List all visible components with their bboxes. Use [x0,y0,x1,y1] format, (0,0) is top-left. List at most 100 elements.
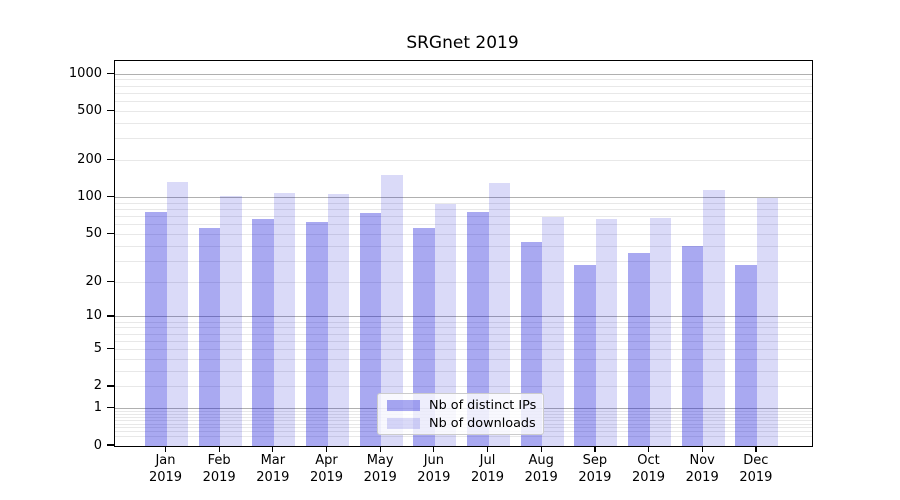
bar-distinct-ips [681,246,704,446]
bar-distinct-ips [198,227,221,446]
y-tick-mark [107,158,114,161]
bar-downloads [542,217,564,446]
bar-distinct-ips [145,212,167,446]
bar-downloads [220,196,242,446]
bar-distinct-ips [628,253,650,446]
y-tick-mark [107,444,114,446]
bar-downloads [327,194,349,446]
x-tick-mark [433,445,435,452]
gridline-minor [115,435,812,437]
gridline-minor [115,101,812,103]
x-tick-label: Dec 2019 [739,453,773,485]
x-tick-mark [594,445,596,452]
bar-distinct-ips [306,222,328,446]
gridline-minor [115,327,812,329]
bar-distinct-ips [735,264,757,446]
gridline-minor [115,260,812,262]
x-tick-mark [755,445,757,452]
x-tick-mark [272,445,274,452]
gridline-minor [115,321,812,323]
y-tick-label: 0 [93,437,102,453]
bar-distinct-ips [252,218,274,446]
x-tick-mark [540,445,542,452]
gridline-minor [115,160,812,162]
gridline-minor [115,333,812,335]
y-tick-mark [107,280,114,282]
legend-item-downloads: Nb of downloads [378,417,543,430]
x-tick-mark [325,445,328,452]
x-tick-label: Aug 2019 [524,453,558,485]
y-tick-label: 20 [85,273,102,289]
y-tick-label: 100 [77,189,102,205]
x-tick-mark [701,445,703,452]
y-tick-mark [107,109,114,112]
bar-downloads [488,182,511,446]
bar-downloads [273,192,296,446]
x-tick-label: Mar 2019 [256,453,290,485]
y-tick-label: 10 [85,308,102,324]
gridline-major [115,73,812,75]
y-tick-label: 200 [77,152,102,168]
gridline-minor [115,245,812,247]
y-tick-label: 1000 [68,65,102,81]
gridline-minor [115,122,812,124]
legend-item-distinct-ips: Nb of distinct IPs [378,399,543,412]
bar-distinct-ips [359,212,382,446]
gridline-minor [115,386,812,388]
gridline-minor [115,138,812,140]
bar-distinct-ips [413,228,435,446]
y-tick-label: 500 [77,102,102,118]
gridline-minor [115,92,812,94]
x-tick-mark [379,445,381,452]
bar-downloads [595,218,618,446]
y-tick-label: 2 [93,378,102,394]
bar-distinct-ips [574,264,596,446]
x-tick-mark [218,445,220,452]
gridline-minor [115,110,812,112]
gridline-minor [115,209,812,211]
gridline-major [115,316,812,318]
legend: Nb of distinct IPs Nb of downloads [377,393,544,435]
y-tick-label: 50 [85,225,102,241]
x-tick-label: Jul 2019 [470,453,505,485]
bar-downloads [166,182,188,446]
gridline-minor [115,233,812,235]
gridline-minor [115,349,812,351]
y-tick-label: 1 [93,400,102,416]
gridline-minor [115,358,812,360]
y-tick-mark [107,407,114,409]
x-tick-label: Apr 2019 [309,453,344,485]
gridline-minor [115,79,812,81]
bar-downloads [703,190,725,446]
plot-area [114,60,813,447]
legend-label-distinct-ips: Nb of distinct IPs [429,397,537,413]
bar-downloads [434,204,457,446]
bar-downloads [381,174,403,446]
x-tick-mark [486,445,489,452]
x-tick-mark [647,445,650,452]
x-tick-label: Oct 2019 [631,453,666,485]
gridline-minor [115,224,812,226]
gridline-minor [115,370,812,372]
x-tick-label: May 2019 [363,453,397,485]
y-tick-mark [107,385,114,387]
chart-title: SRGnet 2019 [406,33,519,53]
gridline-minor [115,281,812,283]
y-tick-mark [107,72,114,74]
bar-downloads [649,218,672,446]
y-tick-mark [107,347,114,350]
legend-label-downloads: Nb of downloads [429,415,536,431]
legend-swatch-downloads-icon [387,417,420,429]
bar-downloads [756,197,779,446]
x-tick-label: Jun 2019 [417,453,451,485]
x-tick-label: Nov 2019 [685,453,719,485]
bar-distinct-ips [467,212,489,446]
gridline-minor [115,85,812,87]
x-tick-label: Sep 2019 [578,453,612,485]
gridline-minor [115,340,812,342]
gridline-minor [115,216,812,218]
y-tick-mark [107,196,114,198]
gridline-major [115,197,812,199]
gridline-minor [115,202,812,204]
